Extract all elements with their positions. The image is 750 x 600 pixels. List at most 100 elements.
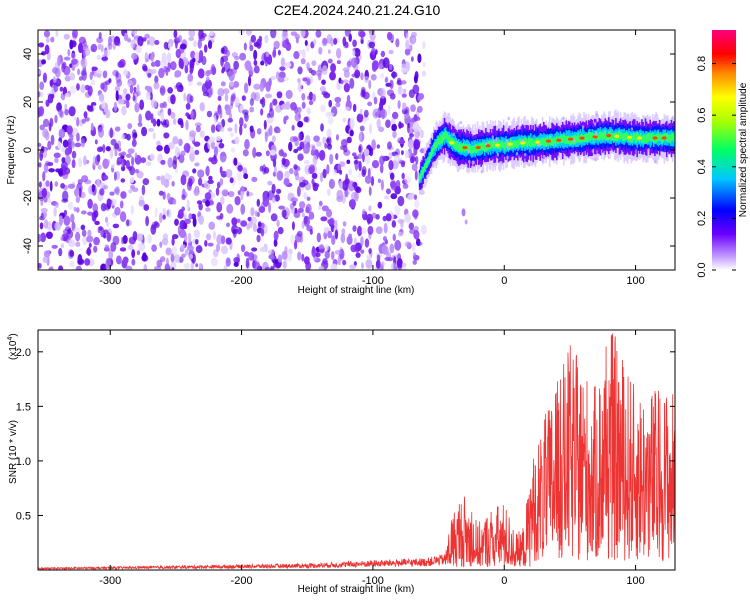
signal-track-band bbox=[524, 137, 526, 147]
noise-speckle bbox=[267, 249, 275, 255]
noise-speckle bbox=[152, 118, 157, 127]
signal-track-band bbox=[604, 130, 607, 140]
signal-track-band bbox=[424, 163, 427, 169]
noise-speckle bbox=[57, 109, 64, 116]
noise-speckle bbox=[322, 136, 327, 145]
noise-speckle bbox=[232, 228, 237, 238]
noise-speckle bbox=[156, 259, 163, 268]
signal-track-band bbox=[598, 132, 601, 141]
noise-speckle bbox=[208, 221, 216, 230]
noise-speckle bbox=[207, 242, 214, 247]
noise-speckle bbox=[90, 43, 98, 53]
signal-track-peak bbox=[494, 143, 501, 147]
signal-track-band bbox=[596, 131, 598, 140]
noise-speckle bbox=[303, 215, 308, 225]
noise-speckle bbox=[105, 146, 111, 152]
noise-speckle bbox=[192, 57, 196, 63]
noise-speckle bbox=[266, 117, 273, 124]
signal-track-band bbox=[492, 140, 494, 149]
noise-speckle bbox=[215, 135, 222, 141]
noise-speckle bbox=[204, 192, 212, 200]
noise-speckle bbox=[188, 30, 196, 38]
noise-speckle bbox=[239, 124, 243, 136]
signal-track-peak bbox=[534, 140, 541, 144]
spectrogram-noise bbox=[38, 30, 427, 270]
signal-track-band bbox=[554, 137, 557, 147]
noise-speckle bbox=[180, 59, 184, 70]
noise-speckle bbox=[390, 193, 398, 200]
noise-speckle bbox=[320, 216, 328, 222]
noise-speckle bbox=[198, 202, 203, 211]
noise-speckle bbox=[281, 31, 289, 40]
noise-speckle bbox=[361, 227, 367, 235]
noise-speckle bbox=[326, 128, 332, 138]
noise-speckle bbox=[379, 264, 384, 270]
noise-speckle bbox=[391, 111, 399, 120]
snr-x-tick-label: 100 bbox=[626, 575, 644, 587]
signal-track-band bbox=[530, 138, 532, 148]
noise-speckle bbox=[181, 253, 186, 258]
signal-track-band bbox=[438, 137, 441, 145]
noise-speckle bbox=[115, 255, 122, 265]
noise-speckle bbox=[183, 92, 187, 102]
noise-speckle bbox=[303, 116, 309, 123]
noise-speckle bbox=[81, 175, 89, 183]
noise-speckle bbox=[364, 154, 371, 165]
noise-speckle bbox=[80, 224, 86, 231]
snr-scale-exponent: 4 bbox=[7, 337, 14, 341]
noise-speckle bbox=[210, 124, 216, 134]
noise-speckle bbox=[402, 102, 407, 111]
noise-speckle bbox=[368, 41, 376, 49]
noise-speckle bbox=[306, 141, 311, 149]
colorbar-tick-label: 0.6 bbox=[696, 108, 708, 123]
noise-speckle bbox=[152, 132, 156, 140]
noise-speckle bbox=[163, 132, 170, 139]
noise-speckle bbox=[276, 188, 282, 194]
signal-track-halo bbox=[480, 169, 484, 174]
noise-speckle bbox=[282, 39, 290, 49]
signal-track-band bbox=[448, 135, 451, 144]
noise-speckle bbox=[114, 126, 121, 132]
noise-speckle bbox=[70, 213, 75, 223]
snr-frame bbox=[37, 329, 676, 571]
signal-track-band bbox=[622, 133, 624, 142]
noise-speckle bbox=[249, 125, 254, 133]
noise-speckle bbox=[131, 187, 139, 193]
spectrogram-x-label: Height of straight line (km) bbox=[298, 285, 415, 296]
snr-y-tick-label: 2.0 bbox=[16, 347, 31, 359]
noise-speckle bbox=[127, 244, 134, 251]
noise-speckle bbox=[349, 118, 355, 130]
noise-speckle bbox=[96, 146, 103, 153]
noise-speckle bbox=[113, 35, 121, 46]
noise-speckle bbox=[202, 91, 210, 97]
signal-track-band bbox=[482, 141, 485, 151]
noise-speckle bbox=[313, 182, 317, 187]
snr-y-label: SNR (10 * v/v) bbox=[8, 420, 19, 484]
signal-track-band bbox=[454, 141, 456, 150]
noise-speckle bbox=[168, 141, 175, 150]
signal-track-band bbox=[543, 137, 545, 146]
noise-speckle bbox=[189, 146, 195, 154]
noise-speckle bbox=[371, 212, 377, 219]
noise-speckle bbox=[409, 133, 414, 138]
signal-track-band bbox=[576, 136, 578, 143]
signal-track-band bbox=[550, 135, 552, 145]
signal-track-band bbox=[611, 133, 614, 141]
noise-speckle bbox=[123, 88, 128, 95]
noise-speckle bbox=[130, 39, 136, 49]
noise-speckle bbox=[123, 69, 128, 76]
noise-speckle bbox=[358, 160, 362, 172]
noise-speckle bbox=[107, 159, 111, 165]
noise-speckle bbox=[301, 221, 305, 229]
noise-speckle bbox=[242, 149, 249, 157]
signal-track-halo bbox=[542, 154, 546, 159]
noise-speckle bbox=[189, 130, 196, 138]
noise-speckle bbox=[84, 258, 91, 266]
noise-speckle bbox=[115, 71, 119, 78]
noise-speckle bbox=[401, 262, 407, 267]
signal-track-halo bbox=[595, 112, 598, 117]
noise-speckle bbox=[182, 222, 188, 230]
noise-speckle bbox=[76, 132, 80, 142]
noise-speckle bbox=[389, 172, 395, 181]
noise-speckle bbox=[264, 131, 268, 143]
